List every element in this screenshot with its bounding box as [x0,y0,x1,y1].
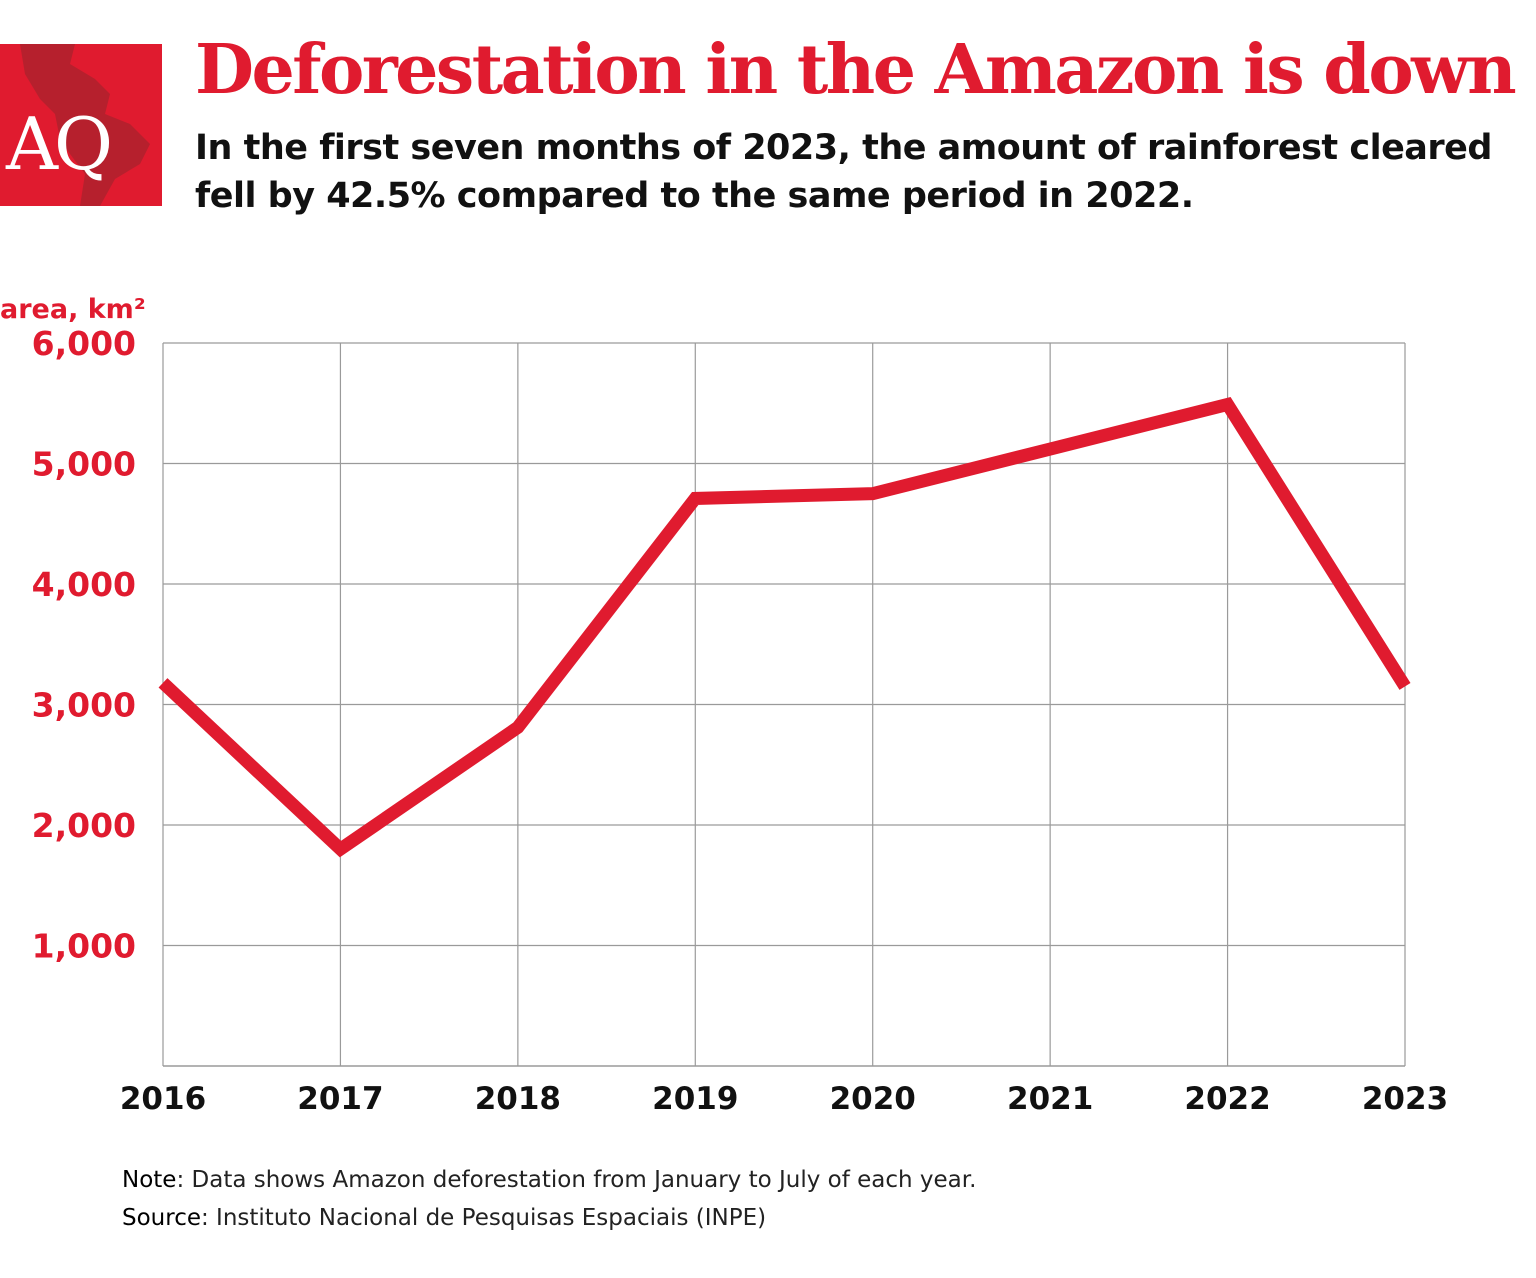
y-tick-label: 6,000 [32,324,136,363]
x-tick-label: 2020 [830,1081,916,1117]
x-tick-label: 2021 [1007,1081,1093,1117]
note-text: : Data shows Amazon deforestation from J… [176,1167,977,1193]
note: Note: Data shows Amazon deforestation fr… [122,1167,976,1193]
y-tick-label: 4,000 [32,565,136,604]
note-label: Note [122,1167,177,1193]
chart-subtitle: In the first seven months of 2023, the a… [195,128,1492,216]
x-tick-label: 2023 [1362,1081,1448,1117]
source-label: Source [122,1205,201,1231]
logo-text: AQ [6,102,113,186]
x-tick-label: 2019 [652,1081,738,1117]
source-text: : Instituto Nacional de Pesquisas Espaci… [201,1205,767,1231]
chart-title: Deforestation in the Amazon is down [195,30,1517,110]
y-axis-label: area, km² [0,294,146,325]
x-tick-label: 2017 [297,1081,383,1117]
y-tick-label: 3,000 [32,686,136,725]
aq-logo: AQ [0,44,162,206]
x-tick-label: 2022 [1184,1081,1270,1117]
x-tick-label: 2016 [120,1081,206,1117]
series-line [158,397,1411,858]
y-tick-label: 1,000 [32,927,136,966]
source: Source: Instituto Nacional de Pesquisas … [122,1205,766,1231]
x-tick-label: 2018 [475,1081,561,1117]
y-tick-label: 2,000 [32,806,136,845]
y-tick-label: 5,000 [32,445,136,484]
americas-map-icon [20,44,150,206]
